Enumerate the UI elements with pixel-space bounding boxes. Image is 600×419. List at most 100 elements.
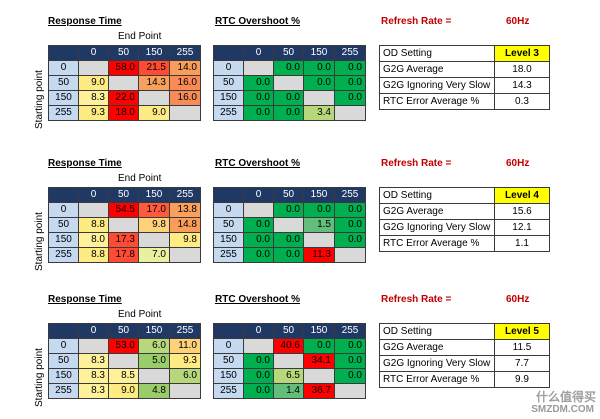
table-row: 0 40.6 0.0 0.0: [213, 338, 366, 354]
row-header: 255: [213, 383, 244, 399]
overshoot-cell: 0.0: [334, 60, 366, 76]
refresh-rate-value: 60Hz: [506, 16, 530, 27]
response-cell: [138, 232, 170, 248]
overshoot-cell: 0.0: [273, 60, 304, 76]
g2g-ignoring-slow-value: 7.7: [494, 355, 550, 372]
response-cell: [78, 338, 109, 354]
summary-row-od: OD Setting Level 4: [379, 187, 550, 204]
column-header: 0: [243, 187, 274, 203]
response-cell: 21.5: [138, 60, 170, 76]
end-point-label: End Point: [118, 31, 162, 42]
row-header: 150: [213, 232, 244, 248]
table-row: 50 8.3 5.0 9.3: [48, 353, 201, 369]
row-header: 0: [48, 338, 79, 354]
row-header: 150: [213, 368, 244, 384]
summary-row-od: OD Setting Level 5: [379, 323, 550, 340]
overshoot-cell: 0.0: [334, 232, 366, 248]
overshoot-cell: 3.4: [303, 105, 335, 121]
column-header: 0: [243, 323, 274, 339]
table-row: 50 9.0 14.3 16.0: [48, 75, 201, 91]
overshoot-cell: 0.0: [273, 105, 304, 121]
response-cell: [108, 75, 139, 91]
rtc-overshoot-table: 0 50 150 255 0 40.6 0.0 0.0 50 0.0 34.1 0.0 150…: [213, 323, 366, 399]
response-cell: 7.0: [138, 247, 170, 263]
watermark-logo-text: 什么值得买: [535, 390, 596, 404]
response-cell: [169, 105, 201, 121]
column-header: 50: [108, 187, 139, 203]
response-cell: 9.0: [138, 105, 170, 121]
rtc-error-value: 1.1: [494, 235, 550, 252]
response-time-table: 0 50 150 255 0 53.0 6.0 11.0 50 8.3 5.0 9.3 150…: [48, 323, 201, 399]
od-setting-value: Level 4: [494, 187, 550, 204]
response-cell: 9.0: [78, 75, 109, 91]
response-cell: 14.0: [169, 60, 201, 76]
response-cell: [138, 368, 170, 384]
overshoot-cell: 0.0: [334, 90, 366, 106]
summary-table: OD Setting Level 4 G2G Average 15.6 G2G …: [379, 187, 550, 252]
overshoot-cell: 0.0: [273, 232, 304, 248]
overshoot-cell: [303, 368, 335, 384]
overshoot-cell: 0.0: [243, 217, 274, 233]
response-cell: 17.0: [138, 202, 170, 218]
od-setting-label: OD Setting: [379, 323, 495, 340]
column-header: 255: [334, 323, 366, 339]
overshoot-cell: 0.0: [243, 90, 274, 106]
response-cell: 9.8: [169, 232, 201, 248]
response-time-title: Response Time: [48, 294, 122, 305]
corner-cell: [48, 323, 79, 339]
overshoot-cell: 36.7: [303, 383, 335, 399]
row-header: 255: [213, 105, 244, 121]
column-header: 150: [303, 45, 335, 61]
rtc-error-value: 9.9: [494, 371, 550, 388]
summary-row-rtc: RTC Error Average % 9.9: [379, 371, 550, 388]
summary-row-rtc: RTC Error Average % 1.1: [379, 235, 550, 252]
starting-point-label: Starting point: [34, 212, 45, 271]
row-header: 50: [213, 353, 244, 369]
g2g-average-label: G2G Average: [379, 203, 495, 220]
overshoot-cell: 40.6: [273, 338, 304, 354]
column-header: 150: [138, 45, 170, 61]
row-header: 0: [213, 202, 244, 218]
column-header: 0: [78, 45, 109, 61]
end-point-label: End Point: [118, 309, 162, 320]
end-point-label: End Point: [118, 173, 162, 184]
response-cell: 9.8: [138, 217, 170, 233]
corner-cell: [213, 187, 244, 203]
row-header: 0: [213, 338, 244, 354]
g2g-average-value: 18.0: [494, 61, 550, 78]
response-cell: 14.3: [138, 75, 170, 91]
column-header: 50: [273, 187, 304, 203]
summary-table: OD Setting Level 5 G2G Average 11.5 G2G …: [379, 323, 550, 388]
response-cell: 8.3: [78, 353, 109, 369]
overshoot-cell: 0.0: [273, 202, 304, 218]
column-header: 150: [138, 323, 170, 339]
column-header: 50: [273, 45, 304, 61]
column-header: 0: [243, 45, 274, 61]
g2g-ignoring-slow-value: 14.3: [494, 77, 550, 94]
table-row: 255 0.0 1.4 36.7: [213, 383, 366, 399]
response-cell: 54.5: [108, 202, 139, 218]
rtc-overshoot-table: 0 50 150 255 0 0.0 0.0 0.0 50 0.0 0.0 0.0 150 0…: [213, 45, 366, 121]
summary-row-g2g: G2G Average 18.0: [379, 61, 550, 78]
row-header: 150: [48, 90, 79, 106]
column-header: 150: [138, 187, 170, 203]
table-row: 50 0.0 1.5 0.0: [213, 217, 366, 233]
response-cell: 8.8: [78, 217, 109, 233]
column-header: 255: [169, 45, 201, 61]
rtc-error-value: 0.3: [494, 93, 550, 110]
response-cell: 8.3: [78, 90, 109, 106]
column-header: 150: [303, 187, 335, 203]
overshoot-cell: 0.0: [243, 105, 274, 121]
overshoot-cell: [273, 75, 304, 91]
row-header: 0: [48, 60, 79, 76]
column-header: 255: [334, 187, 366, 203]
overshoot-cell: 1.4: [273, 383, 304, 399]
column-header: 50: [108, 323, 139, 339]
row-header: 50: [48, 217, 79, 233]
response-cell: [169, 247, 201, 263]
od-setting-label: OD Setting: [379, 45, 495, 62]
table-row: 255 0.0 0.0 11.3: [213, 247, 366, 263]
overshoot-cell: 6.5: [273, 368, 304, 384]
response-cell: 6.0: [138, 338, 170, 354]
column-header: 0: [78, 323, 109, 339]
